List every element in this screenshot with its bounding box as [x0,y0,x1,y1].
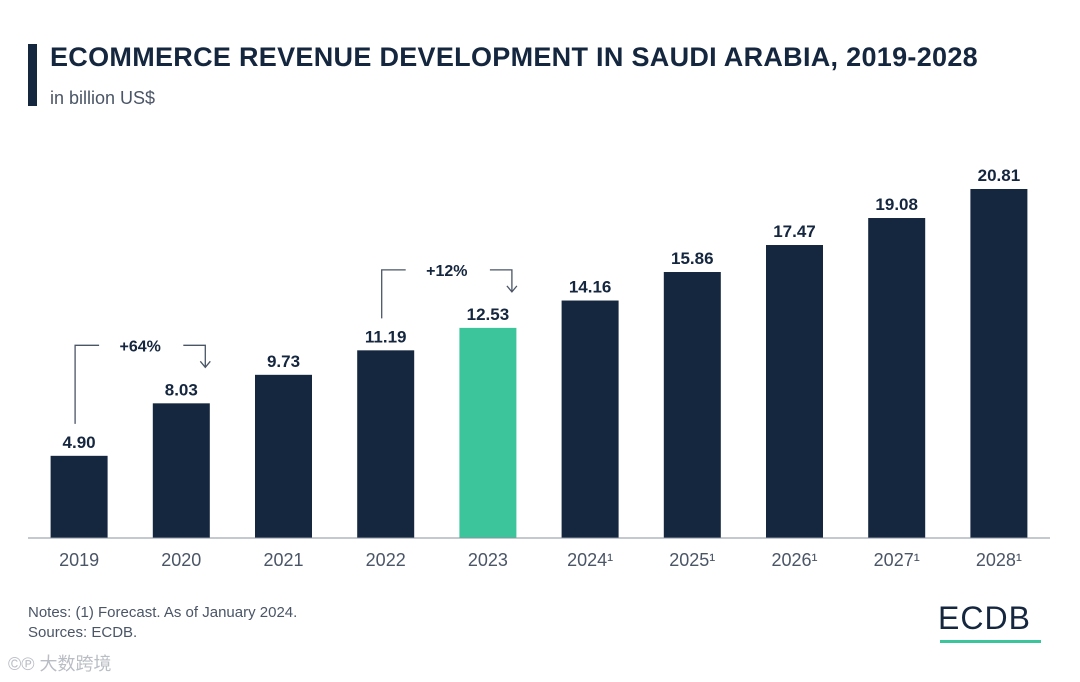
data-label: 19.08 [875,195,918,214]
data-label: 11.19 [365,327,407,346]
ecdb-logo: ECDB [938,600,1031,636]
title-accent-bar [28,44,37,106]
data-label: 15.86 [671,249,714,268]
bar [970,189,1028,538]
data-label: 17.47 [773,222,816,241]
growth-label: +64% [120,338,161,355]
chart-subtitle: in billion US$ [50,88,156,108]
bar [357,350,415,538]
x-tick-label: 2028¹ [976,550,1022,570]
bar-chart: 4.90 2019 8.03 2020 9.73 2021 11.19 2022 12.53 20… [28,166,1050,570]
data-label: 4.90 [63,433,96,452]
x-tick-label: 2022 [366,550,406,570]
growth-bracket [489,269,513,292]
bar [663,272,721,538]
x-tick-label: 2021 [263,550,303,570]
data-label: 20.81 [978,166,1021,185]
bar [459,327,517,538]
data-label: 9.73 [267,352,300,371]
bar [766,245,823,539]
growth-bracket [183,344,206,368]
x-tick-label: 2019 [59,550,99,570]
bar [152,403,210,538]
data-label: 8.03 [165,380,198,399]
x-tick-label: 2027¹ [874,550,920,570]
x-tick-label: 2020 [161,550,201,570]
growth-label: +12% [426,263,467,280]
bar [50,455,108,538]
chart-notes: Notes: (1) Forecast. As of January 2024.… [28,603,297,643]
bar [255,374,312,538]
x-tick-label: 2025¹ [669,550,715,570]
bar [868,218,926,538]
sources-text: Sources: ECDB. [28,624,138,641]
logo-underline [940,640,1041,643]
growth-bracket [74,344,100,424]
watermark-text: ©℗ 大数跨境 [8,654,112,674]
arrow-head-icon [506,285,518,293]
arrow-head-icon [199,360,211,369]
x-tick-label: 2024¹ [567,550,613,570]
x-tick-label: 2026¹ [771,550,817,570]
data-label: 14.16 [569,278,612,297]
data-label: 12.53 [467,305,510,324]
x-tick-label: 2023 [468,550,508,570]
growth-bracket [381,269,406,319]
bar [561,300,619,538]
notes-text: Notes: (1) Forecast. As of January 2024. [28,604,298,621]
chart-title: ECOMMERCE REVENUE DEVELOPMENT IN SAUDI A… [50,42,978,72]
